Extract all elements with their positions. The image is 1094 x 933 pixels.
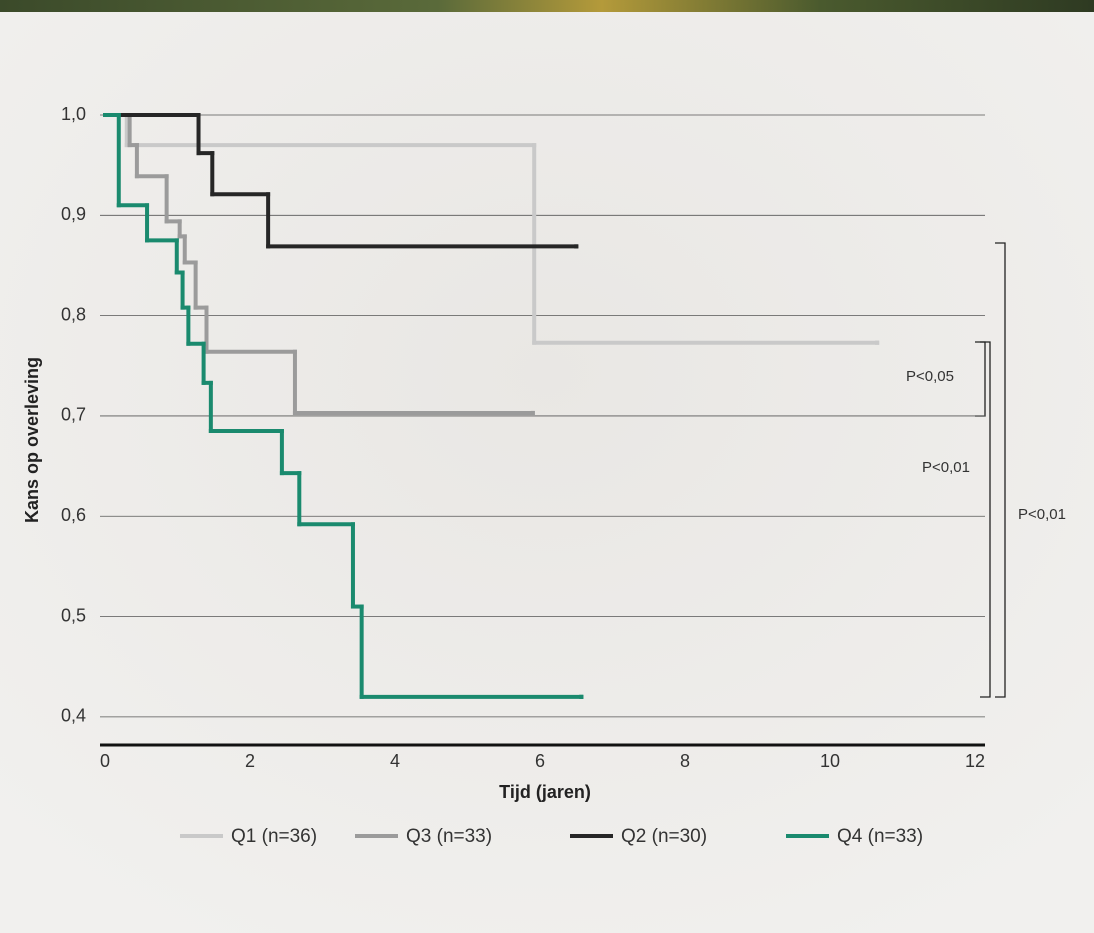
legend-label: Q4 (n=33) xyxy=(837,826,923,847)
chart: Kans op overleving Tijd (jaren) 0,4 0,5 0,… xyxy=(0,0,1094,933)
y-tick-label: 0,7 xyxy=(61,405,86,425)
y-tick-label: 0,4 xyxy=(61,706,86,726)
y-tick-label: 0,6 xyxy=(61,505,86,525)
x-tick-label: 10 xyxy=(820,751,840,771)
x-tick-label: 8 xyxy=(680,751,690,771)
legend-label: Q3 (n=33) xyxy=(406,826,492,847)
x-tick-label: 0 xyxy=(100,751,110,771)
x-tick-label: 2 xyxy=(245,751,255,771)
x-tick-label: 12 xyxy=(965,751,985,771)
y-tick-label: 1,0 xyxy=(61,104,86,124)
y-tick-label: 0,5 xyxy=(61,605,86,625)
photo-strip xyxy=(0,0,1094,12)
legend-label: Q1 (n=36) xyxy=(231,826,317,847)
p-value-annotation: P<0,01 xyxy=(922,459,970,476)
p-value-annotation: P<0,01 xyxy=(1018,506,1066,523)
y-axis-label: Kans op overleving xyxy=(22,357,42,523)
x-tick-label: 4 xyxy=(390,751,400,771)
page: {"chart_data": {"type": "step", "y_label… xyxy=(0,0,1094,933)
x-tick-label: 6 xyxy=(535,751,545,771)
legend-label: Q2 (n=30) xyxy=(621,826,707,847)
p-value-annotation: P<0,05 xyxy=(906,368,954,385)
y-tick-label: 0,9 xyxy=(61,204,86,224)
y-tick-label: 0,8 xyxy=(61,304,86,324)
x-axis-label: Tijd (jaren) xyxy=(499,782,591,802)
